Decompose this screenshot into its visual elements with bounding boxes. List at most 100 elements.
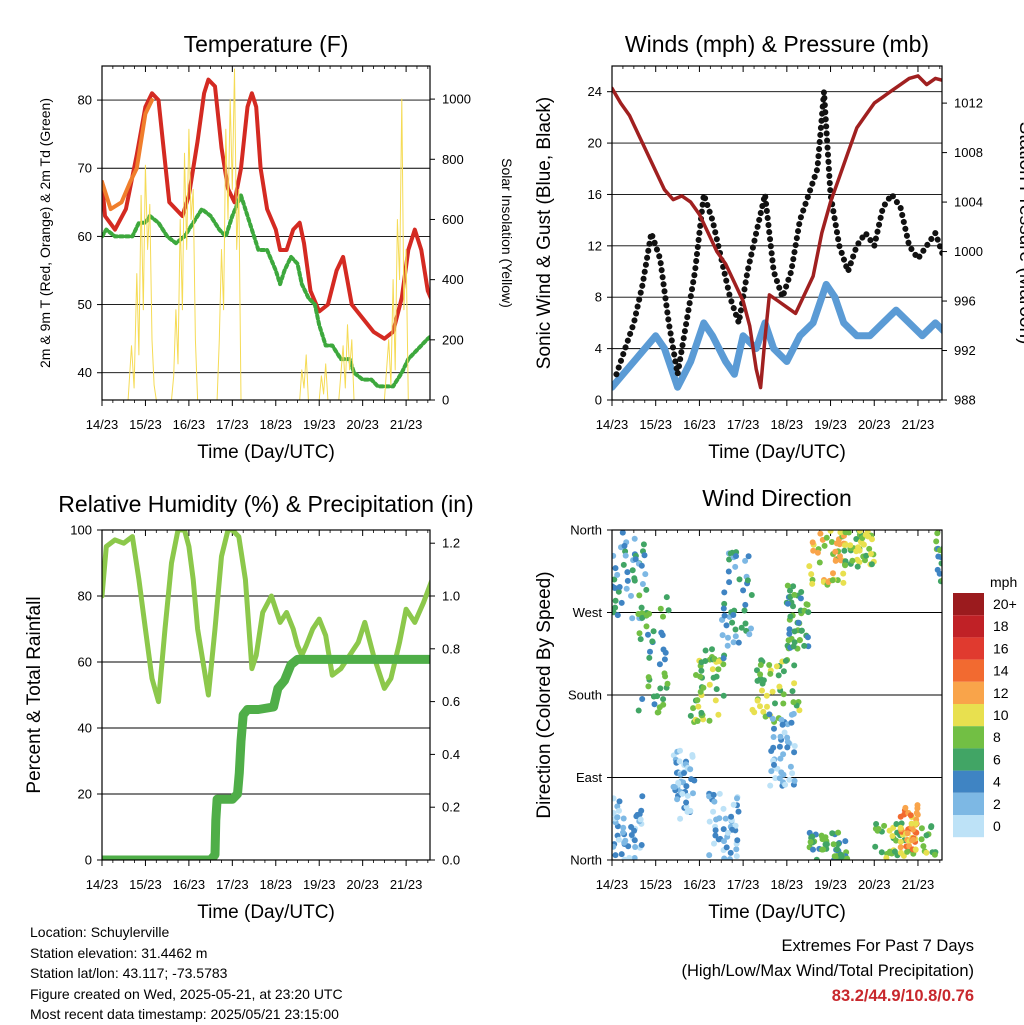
- x-tick-label: 18/23: [260, 417, 293, 432]
- legend-swatch: [953, 792, 984, 815]
- scatter-point: [844, 855, 851, 860]
- scatter-point: [645, 674, 652, 681]
- scatter-point: [690, 705, 697, 712]
- scatter-point: [785, 637, 792, 644]
- scatter-point: [791, 662, 798, 669]
- scatter-point: [641, 552, 648, 559]
- scatter-point: [904, 848, 911, 855]
- scatter-point: [671, 784, 678, 790]
- y-axis-label: Sonic Wind & Gust (Blue, Black): [534, 97, 555, 369]
- scatter-cluster-5: [706, 790, 742, 860]
- scatter-point: [788, 719, 795, 726]
- scatter-point: [612, 852, 619, 859]
- scatter-point: [946, 548, 952, 554]
- scatter-point: [697, 688, 704, 695]
- scatter-point: [948, 566, 954, 572]
- x-tick-label: 20/23: [346, 417, 379, 432]
- scatter-point: [674, 796, 681, 803]
- scatter-point: [715, 666, 722, 673]
- scatter-point: [950, 547, 956, 553]
- scatter-point: [660, 696, 667, 703]
- scatter-point: [691, 777, 698, 784]
- scatter-point: [842, 530, 849, 536]
- legend-swatch: [953, 704, 984, 727]
- scatter-point: [735, 639, 742, 646]
- scatter-point: [776, 743, 783, 750]
- x-tick-label: 20/23: [346, 877, 379, 892]
- scatter-point: [760, 677, 767, 684]
- scatter-point: [733, 846, 740, 853]
- legend-label: 14: [993, 663, 1009, 679]
- scatter-point: [780, 751, 787, 758]
- scatter-point: [742, 557, 749, 564]
- scatter-point: [790, 710, 797, 717]
- scatter-point: [675, 779, 682, 786]
- scatter-point: [889, 833, 896, 839]
- scatter-point: [624, 569, 631, 576]
- scatter-point: [775, 672, 782, 679]
- scatter-point: [814, 549, 821, 556]
- legend-label: 12: [993, 685, 1009, 701]
- scatter-point: [780, 700, 787, 707]
- plot-frame: [101, 65, 431, 401]
- y-tick-label: 24: [588, 84, 602, 99]
- scatter-point: [810, 846, 816, 853]
- scatter-point: [776, 683, 783, 690]
- extremes-box: Extremes For Past 7 Days (High/Low/Max W…: [681, 934, 974, 1009]
- scatter-point: [726, 556, 733, 563]
- scatter-point: [950, 547, 956, 553]
- scatter-point: [963, 848, 969, 854]
- legend-label: 20+: [993, 596, 1017, 612]
- scatter-point: [758, 657, 765, 664]
- scatter-point: [769, 688, 776, 695]
- scatter-point: [883, 854, 890, 860]
- extremes-title: Extremes For Past 7 Days: [781, 937, 974, 955]
- scatter-point: [978, 848, 984, 854]
- scatter-point: [838, 530, 845, 536]
- scatter-point: [842, 838, 849, 845]
- scatter-point: [619, 530, 626, 536]
- speed-legend: mph 20+ 18 16 14 12 10 8 6 4 2 0: [953, 574, 1017, 838]
- scatter-point: [636, 592, 643, 599]
- scatter-point: [823, 534, 830, 541]
- scatter-point: [622, 552, 629, 559]
- plot-frame: [101, 529, 431, 861]
- scatter-point: [962, 847, 968, 853]
- scatter-point: [677, 747, 683, 754]
- scatter-point: [980, 855, 986, 861]
- scatter-point: [727, 849, 734, 856]
- y-tick-label-right: 1012: [954, 96, 983, 111]
- scatter-point: [733, 853, 740, 860]
- y-tick-label: North: [570, 853, 602, 868]
- x-axis-label: Time (Day/UTC): [708, 442, 846, 463]
- scatter-point: [961, 852, 967, 858]
- y-tick-label: 80: [78, 93, 92, 108]
- scatter-point: [656, 704, 663, 711]
- scatter-point: [872, 843, 879, 850]
- y-tick-label: 80: [78, 589, 92, 604]
- scatter-point: [710, 674, 717, 681]
- scatter-cluster-12: [841, 530, 877, 570]
- y-tick-label-right: 600: [442, 212, 464, 227]
- scatter-point: [656, 661, 663, 668]
- scatter-point: [694, 718, 701, 724]
- scatter-point: [679, 790, 686, 797]
- scatter-point: [784, 734, 791, 741]
- scatter-point: [822, 841, 829, 848]
- scatter-point: [979, 848, 985, 854]
- y-tick-label: 20: [78, 787, 92, 802]
- scatter-point: [940, 577, 942, 583]
- scatter-point: [767, 670, 774, 677]
- scatter-point: [849, 557, 856, 564]
- legend-label: 6: [993, 751, 1001, 767]
- x-tick-label: 15/23: [129, 877, 162, 892]
- scatter-point: [732, 633, 739, 640]
- scatter-point: [638, 604, 645, 611]
- scatter-point: [782, 657, 789, 664]
- scatter-point: [710, 791, 717, 798]
- scatter-point: [833, 540, 840, 547]
- scatter-point: [629, 567, 636, 574]
- scatter-point: [773, 663, 780, 670]
- scatter-point: [733, 553, 739, 560]
